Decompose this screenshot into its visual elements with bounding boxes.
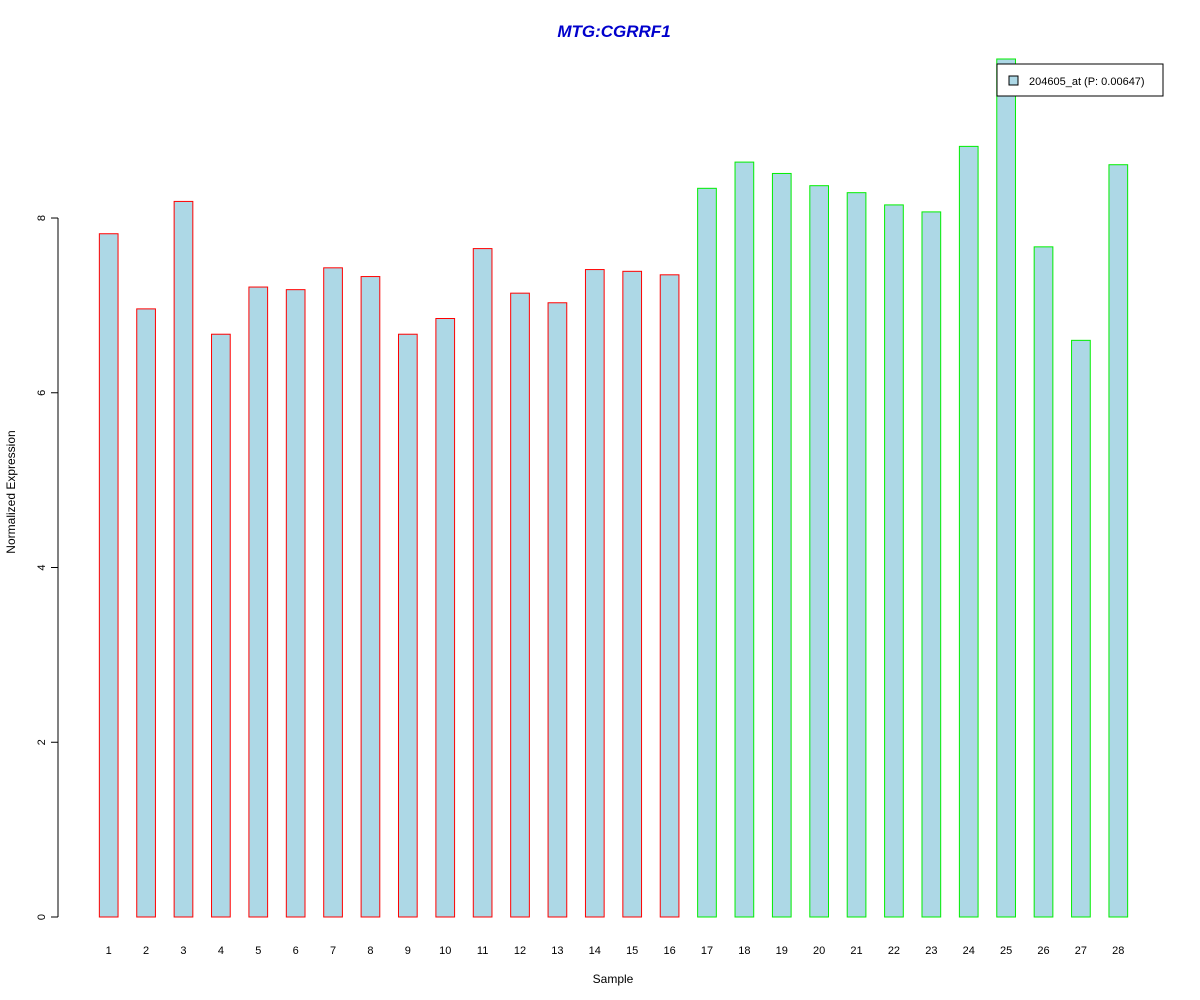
y-tick-label: 8 bbox=[36, 215, 48, 221]
y-tick-label: 0 bbox=[36, 914, 48, 920]
x-tick-label: 5 bbox=[255, 945, 261, 957]
y-axis: 0 2 4 6 8 bbox=[36, 215, 59, 920]
bar-sample-3 bbox=[173, 200, 194, 918]
bar-sample-27 bbox=[1071, 339, 1091, 918]
x-tick-label: 25 bbox=[1000, 945, 1012, 957]
x-tick-label: 20 bbox=[813, 945, 825, 957]
bar-sample-6 bbox=[285, 289, 306, 918]
x-tick-label: 27 bbox=[1075, 945, 1087, 957]
x-tick-label: 24 bbox=[963, 945, 975, 957]
x-tick-label: 21 bbox=[850, 945, 862, 957]
x-tick-label: 15 bbox=[626, 945, 638, 957]
x-tick-label: 8 bbox=[367, 945, 373, 957]
x-tick-labels: 1 2 3 4 5 6 7 8 9 10 11 12 13 14 15 16 17 18 19 20 21 22 23 24 2… bbox=[106, 945, 1125, 957]
bar-sample-20 bbox=[809, 185, 830, 918]
x-tick-label: 3 bbox=[180, 945, 186, 957]
bar-sample-8 bbox=[360, 276, 381, 918]
bar-sample-28 bbox=[1108, 164, 1129, 918]
bar-sample-14 bbox=[584, 269, 605, 918]
y-tick-label: 4 bbox=[36, 564, 48, 570]
x-tick-label: 22 bbox=[888, 945, 900, 957]
legend-box bbox=[996, 63, 1164, 97]
bar-sample-18 bbox=[734, 161, 755, 918]
bar-sample-4 bbox=[211, 333, 231, 918]
x-tick-label: 10 bbox=[439, 945, 451, 957]
legend-entry: 204605_at (P: 0.00647) bbox=[1029, 76, 1145, 88]
x-tick-label: 4 bbox=[218, 945, 224, 957]
bar-sample-7 bbox=[323, 267, 343, 918]
bar-sample-24 bbox=[958, 145, 979, 918]
x-tick-label: 16 bbox=[663, 945, 675, 957]
bars bbox=[98, 58, 1129, 918]
x-axis-label: Sample bbox=[593, 972, 634, 986]
bar-sample-2 bbox=[136, 308, 156, 918]
x-tick-label: 19 bbox=[776, 945, 788, 957]
x-tick-label: 11 bbox=[477, 945, 488, 957]
x-tick-label: 23 bbox=[925, 945, 937, 957]
legend: 204605_at (P: 0.00647) bbox=[996, 63, 1164, 97]
x-tick-label: 26 bbox=[1037, 945, 1049, 957]
chart-title: MTG:CGRRF1 bbox=[557, 22, 670, 41]
bar-sample-5 bbox=[248, 286, 269, 918]
x-tick-label: 2 bbox=[143, 945, 149, 957]
x-tick-label: 6 bbox=[293, 945, 299, 957]
bar-sample-11 bbox=[472, 248, 493, 918]
x-tick-label: 1 bbox=[106, 945, 112, 957]
bar-sample-21 bbox=[846, 192, 867, 918]
bar-sample-10 bbox=[435, 317, 456, 918]
y-axis-label: Normalized Expression bbox=[4, 430, 18, 553]
bar-sample-15 bbox=[622, 270, 643, 918]
bar-sample-17 bbox=[697, 187, 717, 918]
legend-swatch bbox=[1008, 75, 1019, 86]
bar-sample-23 bbox=[921, 211, 942, 918]
y-tick-label: 6 bbox=[36, 390, 48, 396]
x-tick-label: 18 bbox=[738, 945, 750, 957]
x-tick-label: 14 bbox=[589, 945, 601, 957]
bar-sample-1 bbox=[98, 233, 119, 918]
bar-sample-13 bbox=[547, 302, 568, 918]
bar-sample-22 bbox=[884, 204, 904, 918]
x-tick-label: 13 bbox=[551, 945, 563, 957]
bar-sample-25 bbox=[996, 58, 1016, 918]
x-tick-label: 9 bbox=[405, 945, 411, 957]
y-tick-label: 2 bbox=[36, 739, 48, 745]
bar-sample-9 bbox=[397, 333, 418, 918]
x-tick-label: 7 bbox=[330, 945, 336, 957]
bar-sample-16 bbox=[659, 274, 680, 918]
bar-sample-12 bbox=[510, 292, 530, 918]
x-tick-label: 28 bbox=[1112, 945, 1124, 957]
bar-sample-19 bbox=[771, 172, 792, 918]
x-tick-label: 17 bbox=[701, 945, 713, 957]
x-tick-label: 12 bbox=[514, 945, 526, 957]
bar-sample-26 bbox=[1033, 246, 1054, 918]
